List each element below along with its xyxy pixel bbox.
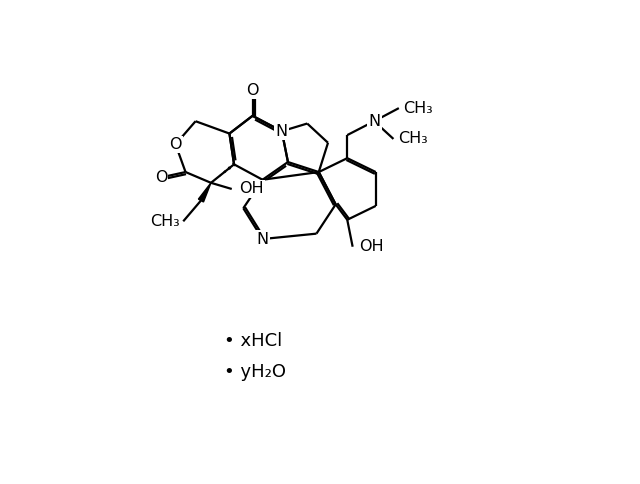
Text: N: N [276, 124, 288, 139]
Text: CH₃: CH₃ [398, 132, 428, 147]
Text: O: O [170, 137, 182, 152]
Text: N: N [368, 114, 380, 129]
Text: O: O [155, 170, 167, 185]
Text: OH: OH [239, 182, 264, 197]
Text: • xHCl: • xHCl [224, 333, 282, 350]
Text: O: O [246, 83, 259, 98]
Text: N: N [257, 231, 269, 246]
Text: • yH₂O: • yH₂O [224, 363, 286, 381]
Text: CH₃: CH₃ [403, 101, 433, 116]
Text: CH₃: CH₃ [150, 214, 179, 229]
Polygon shape [198, 183, 211, 202]
Text: OH: OH [359, 239, 383, 254]
